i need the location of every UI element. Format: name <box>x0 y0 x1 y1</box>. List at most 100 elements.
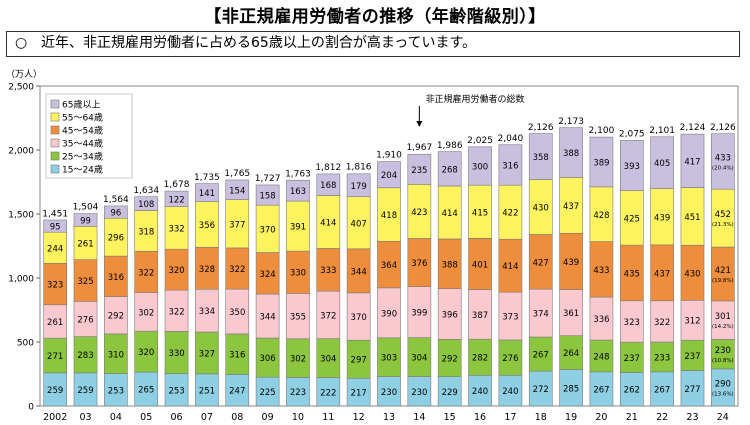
x-tick-label: 20 <box>595 412 607 423</box>
segment-value-label: 261 <box>47 318 63 328</box>
segment-value-label: 282 <box>472 354 488 364</box>
legend-swatch <box>50 151 60 161</box>
subtitle-text: 近年、非正規雇用労働者に占める65歳以上の割合が高まっています。 <box>41 35 477 51</box>
x-tick-label: 24 <box>717 412 729 423</box>
segment-value-label: 399 <box>411 309 427 319</box>
segment-share-label: (10.8%) <box>712 358 734 364</box>
y-tick-label: 2,000 <box>8 147 34 157</box>
legend-label: 65歳以上 <box>62 99 100 111</box>
segment-value-label: 332 <box>168 224 184 234</box>
segment-value-label: 247 <box>229 387 245 397</box>
x-tick-label: 23 <box>686 412 698 423</box>
total-label: 1,910 <box>376 151 402 161</box>
total-label: 1,727 <box>255 174 281 184</box>
bar-segment <box>286 179 310 202</box>
segment-value-label: 251 <box>199 386 215 396</box>
bar-segment <box>619 140 644 192</box>
segment-value-label: 302 <box>290 355 306 365</box>
segment-value-label: 334 <box>199 307 215 317</box>
segment-value-label: 179 <box>351 182 367 192</box>
legend-swatch <box>50 164 60 174</box>
segment-value-label: 302 <box>138 308 154 318</box>
segment-value-label: 163 <box>290 187 306 197</box>
total-label: 2,173 <box>558 117 584 127</box>
segment-value-label: 122 <box>168 195 184 205</box>
segment-value-label: 96 <box>110 209 121 219</box>
segment-value-label: 405 <box>654 159 670 169</box>
segment-value-label: 316 <box>229 351 245 361</box>
segment-value-label: 388 <box>442 260 458 270</box>
segment-value-label: 361 <box>563 309 579 319</box>
total-label: 1,765 <box>224 169 250 179</box>
bar-segment <box>195 183 219 203</box>
total-label: 2,124 <box>680 123 706 133</box>
annotation-arrowhead <box>416 121 423 127</box>
segment-value-label: 271 <box>47 352 63 362</box>
segment-value-label: 283 <box>77 351 93 361</box>
segment-value-label: 108 <box>138 200 154 210</box>
segment-value-label: 303 <box>381 354 397 364</box>
total-label: 1,816 <box>346 163 372 173</box>
x-tick-label: 12 <box>353 412 365 423</box>
segment-value-label: 435 <box>624 269 640 279</box>
segment-value-label: 324 <box>259 270 275 280</box>
segment-value-label: 430 <box>684 269 700 279</box>
total-label: 2,126 <box>528 123 554 133</box>
total-label: 1,763 <box>285 169 311 179</box>
segment-value-label: 290 <box>715 379 731 389</box>
segment-value-label: 229 <box>442 388 458 398</box>
segment-value-label: 418 <box>381 211 397 221</box>
segment-value-label: 240 <box>502 387 518 397</box>
bar-segment <box>468 146 492 186</box>
bar-segment <box>498 144 523 186</box>
legend-swatch <box>50 112 60 122</box>
x-tick-label: 15 <box>444 412 456 423</box>
total-label: 2,075 <box>619 129 645 139</box>
x-tick-label: 14 <box>413 412 425 423</box>
segment-value-label: 230 <box>715 346 731 356</box>
bar-segment <box>316 173 341 196</box>
segment-value-label: 235 <box>411 166 427 176</box>
segment-value-label: 428 <box>593 211 609 221</box>
segment-value-label: 422 <box>502 209 518 219</box>
segment-value-label: 300 <box>472 163 488 173</box>
total-label: 2,101 <box>649 126 675 136</box>
segment-value-label: 141 <box>199 189 215 199</box>
segment-value-label: 306 <box>259 354 275 364</box>
segment-value-label: 304 <box>320 355 336 365</box>
bar-segment <box>255 184 280 206</box>
segment-share-label: (13.6%) <box>712 391 734 397</box>
segment-value-label: 373 <box>502 313 518 323</box>
chart-labels: 259 271 261 323 244 95 1,451 2002 259 283 276 325 26… <box>42 93 736 423</box>
segment-value-label: 414 <box>320 218 336 228</box>
x-tick-label: 19 <box>565 412 577 423</box>
bar-segment <box>73 213 98 227</box>
bar-segment <box>407 153 432 185</box>
segment-value-label: 391 <box>290 223 306 233</box>
x-tick-label: 09 <box>262 412 274 423</box>
total-label: 1,678 <box>164 180 190 190</box>
segment-share-label: (21.3%) <box>712 222 734 228</box>
segment-value-label: 328 <box>199 265 215 275</box>
page-title: 【非正規雇用労働者の推移（年齢階級別）】 <box>204 7 546 27</box>
segment-value-label: 393 <box>624 162 640 172</box>
legend-swatch <box>50 99 60 109</box>
bar-segment <box>710 133 735 190</box>
segment-value-label: 322 <box>168 307 184 317</box>
legend-label: 15～24歳 <box>62 164 103 176</box>
segment-value-label: 292 <box>108 312 124 322</box>
segment-value-label: 344 <box>351 267 367 277</box>
x-tick-label: 11 <box>322 412 334 423</box>
legend-box <box>45 93 133 179</box>
segment-value-label: 237 <box>624 354 640 364</box>
segment-value-label: 427 <box>533 258 549 268</box>
segment-value-label: 240 <box>472 387 488 397</box>
segment-value-label: 318 <box>138 227 154 237</box>
segment-value-label: 452 <box>715 210 731 220</box>
segment-value-label: 330 <box>290 269 306 279</box>
total-label: 1,451 <box>42 209 68 219</box>
segment-value-label: 204 <box>381 171 397 181</box>
x-tick-label: 04 <box>110 412 122 423</box>
segment-value-label: 267 <box>533 351 549 361</box>
